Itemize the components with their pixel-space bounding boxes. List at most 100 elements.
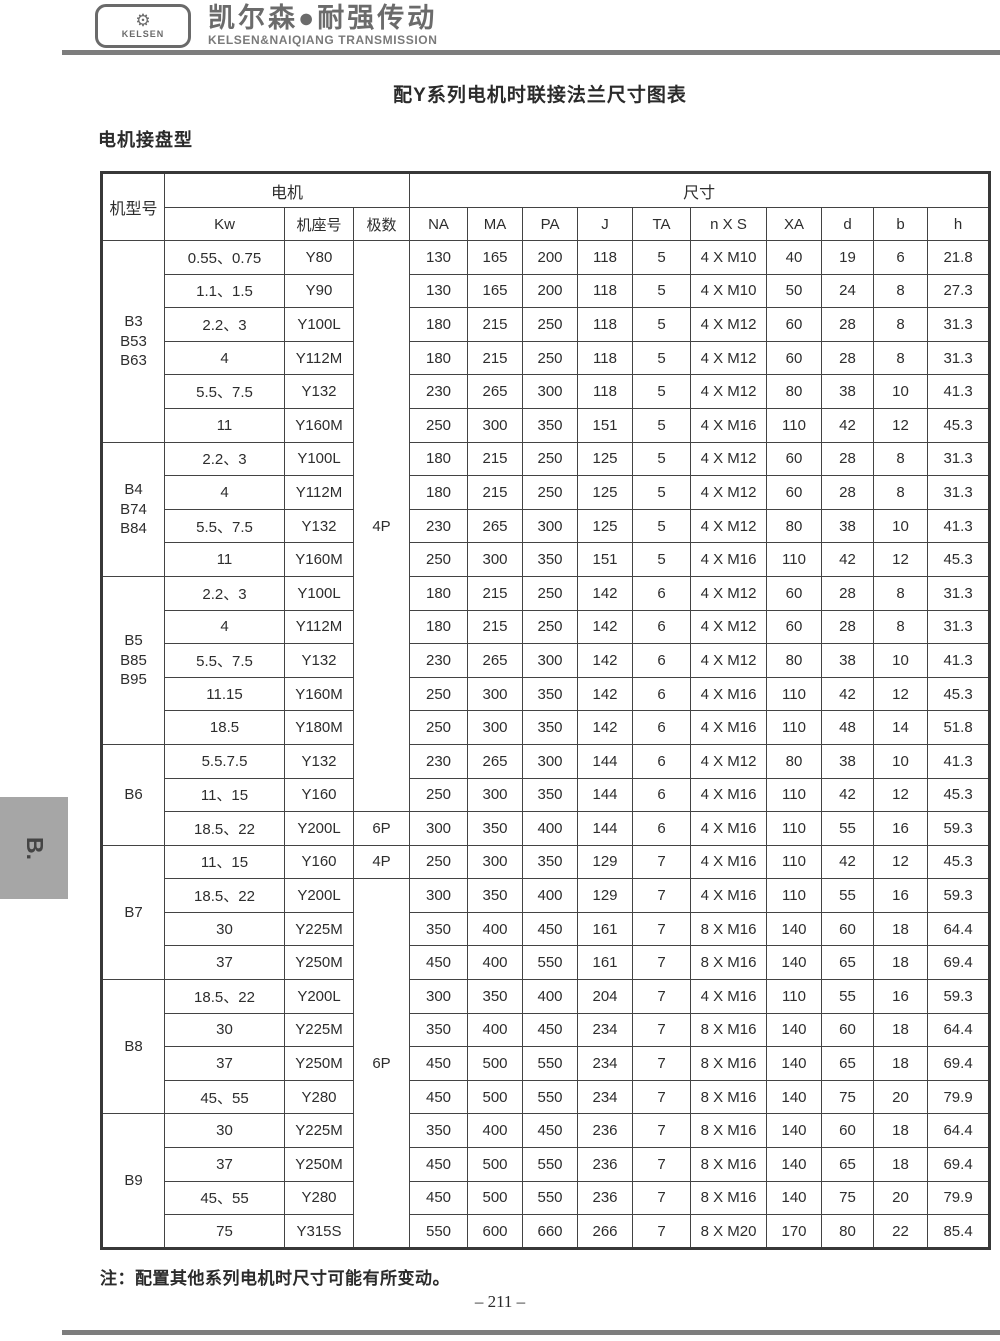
cell-j: 118 bbox=[577, 307, 634, 342]
cell-h: 41.3 bbox=[927, 643, 991, 678]
cell-h: 45.3 bbox=[927, 676, 991, 712]
cell-j: 161 bbox=[577, 945, 634, 981]
cell-b: 6 bbox=[873, 240, 929, 275]
cell-frame: Y225M bbox=[284, 911, 354, 947]
cell-xa: 140 bbox=[766, 1079, 823, 1115]
cell-ma: 300 bbox=[467, 777, 524, 813]
cell-nxs: 8 X M20 bbox=[690, 1214, 768, 1249]
cell-h: 69.4 bbox=[927, 1046, 991, 1081]
cell-kw: 18.5、22 bbox=[164, 811, 285, 846]
cell-frame: Y160M bbox=[284, 676, 354, 712]
cell-d: 48 bbox=[821, 710, 875, 745]
cell-frame: Y225M bbox=[284, 1113, 354, 1149]
table-row: 11.15 Y160M 250 300 350 142 6 4 X M16 110 42 12 45.… bbox=[102, 676, 991, 712]
cell-xa: 110 bbox=[766, 777, 823, 813]
cell-frame: Y160M bbox=[284, 407, 354, 443]
cell-na: 450 bbox=[409, 945, 469, 981]
cell-h: 31.3 bbox=[927, 340, 991, 376]
cell-h: 59.3 bbox=[927, 878, 991, 913]
cell-frame: Y180M bbox=[284, 710, 354, 745]
model-group-b4: B4 B74 B84 bbox=[101, 441, 165, 577]
cell-j: 161 bbox=[577, 911, 634, 947]
logo-text: KELSEN bbox=[121, 29, 165, 39]
cell-na: 450 bbox=[409, 1147, 469, 1182]
cell-frame: Y160 bbox=[284, 844, 354, 880]
cell-nxs: 4 X M16 bbox=[690, 542, 768, 577]
table-header-row-columns: Kw 机座号 极数 NA MA PA J TA n X S XA d b h bbox=[102, 207, 991, 241]
cell-nxs: 4 X M12 bbox=[690, 340, 768, 376]
cell-d: 38 bbox=[821, 643, 875, 678]
cell-b: 8 bbox=[873, 609, 929, 645]
cell-d: 75 bbox=[821, 1079, 875, 1115]
cell-xa: 60 bbox=[766, 575, 823, 611]
cell-na: 450 bbox=[409, 1046, 469, 1081]
cell-d: 19 bbox=[821, 240, 875, 275]
cell-xa: 50 bbox=[766, 273, 823, 309]
cell-xa: 140 bbox=[766, 911, 823, 947]
cell-d: 65 bbox=[821, 945, 875, 981]
cell-d: 28 bbox=[821, 340, 875, 376]
cell-xa: 110 bbox=[766, 878, 823, 913]
cell-j: 266 bbox=[577, 1214, 634, 1249]
table-row: 45、55 Y280 450 500 550 234 7 8 X M16 140 75 20 79.9 bbox=[102, 1079, 991, 1115]
cell-nxs: 4 X M16 bbox=[690, 844, 768, 880]
table-row: B3 B53 B63 0.55、0.75 Y80 4P 130 165 200 118 5 4 X M… bbox=[101, 239, 991, 813]
cell-ma: 215 bbox=[467, 575, 524, 611]
cell-nxs: 8 X M16 bbox=[690, 1180, 768, 1216]
cell-ma: 500 bbox=[467, 1046, 524, 1081]
model-group-b5: B5 B85 B95 bbox=[101, 575, 165, 745]
cell-pa: 550 bbox=[522, 1180, 579, 1216]
footnote: 注：配置其他系列电机时尺寸可能有所变动。 bbox=[100, 1269, 450, 1288]
cell-pa: 250 bbox=[522, 441, 579, 477]
cell-na: 230 bbox=[409, 743, 469, 779]
column-header-nxs: n X S bbox=[690, 207, 768, 241]
cell-h: 64.4 bbox=[927, 911, 991, 947]
page-title: 配Y系列电机时联接法兰尺寸图表 bbox=[393, 85, 687, 106]
table-body: B3 B53 B63 0.55、0.75 Y80 4P 130 165 200 118 5 4 X M… bbox=[101, 239, 991, 1249]
cell-ta: 5 bbox=[632, 240, 692, 275]
cell-b: 8 bbox=[873, 441, 929, 477]
cell-b: 18 bbox=[873, 945, 929, 981]
cell-xa: 60 bbox=[766, 307, 823, 342]
cell-na: 450 bbox=[409, 1180, 469, 1216]
cell-ta: 5 bbox=[632, 273, 692, 309]
column-header-ta: TA bbox=[632, 207, 692, 241]
cell-j: 144 bbox=[577, 777, 634, 813]
cell-ma: 400 bbox=[467, 945, 524, 981]
cell-xa: 140 bbox=[766, 1113, 823, 1149]
cell-frame: Y100L bbox=[284, 441, 354, 477]
cell-nxs: 4 X M12 bbox=[690, 609, 768, 645]
cell-xa: 80 bbox=[766, 374, 823, 409]
cell-frame: Y80 bbox=[284, 240, 354, 275]
cell-xa: 140 bbox=[766, 1046, 823, 1081]
cell-ta: 7 bbox=[632, 945, 692, 981]
cell-b: 16 bbox=[873, 878, 929, 913]
cell-d: 28 bbox=[821, 307, 875, 342]
cell-pa: 250 bbox=[522, 609, 579, 645]
cell-frame: Y200L bbox=[284, 979, 354, 1014]
cell-ta: 7 bbox=[632, 1079, 692, 1115]
cell-frame: Y132 bbox=[284, 643, 354, 678]
cell-h: 69.4 bbox=[927, 1147, 991, 1182]
cell-pa: 450 bbox=[522, 1012, 579, 1048]
cell-kw: 30 bbox=[164, 911, 285, 947]
cell-ta: 7 bbox=[632, 1180, 692, 1216]
cell-pa: 350 bbox=[522, 676, 579, 712]
cell-frame: Y90 bbox=[284, 273, 354, 309]
cell-d: 60 bbox=[821, 1113, 875, 1149]
cell-kw: 18.5、22 bbox=[164, 878, 285, 913]
table-row: 37 Y250M 450 500 550 234 7 8 X M16 140 65 18 69.4 bbox=[102, 1046, 991, 1081]
cell-na: 180 bbox=[409, 307, 469, 342]
cell-nxs: 4 X M10 bbox=[690, 240, 768, 275]
cell-b: 18 bbox=[873, 1147, 929, 1182]
cell-pa: 400 bbox=[522, 878, 579, 913]
cell-ma: 265 bbox=[467, 743, 524, 779]
cell-nxs: 4 X M16 bbox=[690, 811, 768, 846]
table-row: 18.5、22 Y200L 6P 300 350 400 144 6 4 X M16 110 55 1… bbox=[102, 811, 991, 846]
cell-d: 42 bbox=[821, 777, 875, 813]
cell-j: 129 bbox=[577, 844, 634, 880]
cell-kw: 18.5、22 bbox=[164, 979, 285, 1014]
section-subtitle: 电机接盘型 bbox=[98, 130, 193, 150]
cell-kw: 30 bbox=[164, 1113, 285, 1149]
cell-ma: 215 bbox=[467, 609, 524, 645]
